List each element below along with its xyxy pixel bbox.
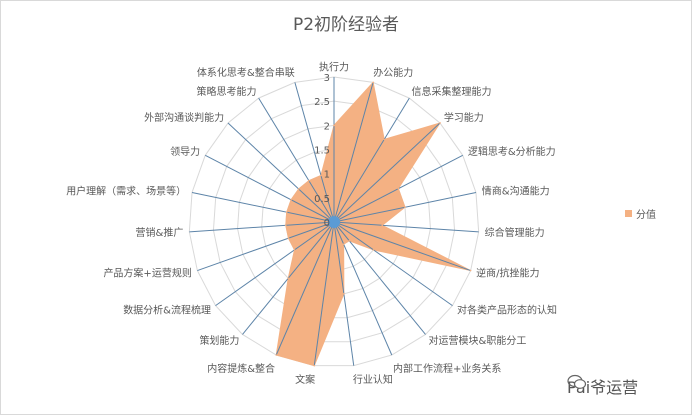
- category-label: 学习能力: [444, 111, 484, 124]
- axis-line: [313, 221, 335, 366]
- grid-ring: [188, 76, 480, 367]
- category-label: 内容提炼&整合: [207, 362, 275, 375]
- data-point: [287, 237, 290, 239]
- legend: 分值: [625, 206, 656, 221]
- axis-line: [258, 97, 335, 223]
- category-label: 办公能力: [373, 66, 413, 79]
- axis-line: [294, 82, 335, 223]
- category-label: 信息采集整理能力: [411, 85, 491, 98]
- legend-label: 分值: [636, 210, 656, 221]
- category-label: 文案: [295, 373, 315, 386]
- category-label: 营销&推广: [136, 226, 184, 239]
- category-label: 逻辑思考&分析能力: [468, 145, 556, 158]
- tick-label: 1.5: [314, 146, 330, 157]
- data-point: [284, 224, 287, 227]
- category-label: 体系化思考&整合串联: [197, 66, 295, 79]
- axis-line: [333, 221, 453, 307]
- axis-line: [197, 221, 335, 272]
- category-label: 情商&沟通能力: [482, 184, 550, 197]
- category-label: 综合管理能力: [485, 226, 545, 239]
- data-point: [290, 198, 292, 201]
- axis-line: [227, 122, 335, 223]
- data-point: [383, 138, 386, 141]
- data-point: [404, 206, 406, 209]
- category-label: 策略思考能力: [197, 85, 257, 98]
- tick-label: 3: [324, 73, 330, 84]
- data-point: [439, 122, 441, 124]
- axis-line: [275, 221, 335, 356]
- axis-line: [205, 154, 335, 223]
- data-point: [372, 81, 374, 84]
- category-label: 领导力: [170, 145, 200, 158]
- data-point: [308, 179, 310, 182]
- axis-line: [215, 221, 335, 307]
- category-label: 数据分析&流程梳理: [123, 304, 211, 317]
- category-label: 外部沟通谈判能力: [144, 111, 224, 124]
- data-point: [285, 211, 288, 213]
- category-label: 用户理解（需求、场景等）: [66, 184, 186, 197]
- tick-label: 0.5: [314, 194, 330, 205]
- legend-swatch: [625, 210, 632, 217]
- data-point: [342, 243, 345, 245]
- category-label: 内部工作流程+业务关系: [393, 362, 501, 375]
- category-label: 逆商/抗挫能力: [476, 267, 539, 280]
- axis-line: [333, 221, 471, 272]
- axis-line: [333, 97, 410, 223]
- axis-line: [333, 122, 441, 223]
- data-point: [343, 293, 345, 295]
- axis-line: [333, 221, 479, 233]
- wechat-icon: [567, 374, 587, 389]
- tick-label: 0: [324, 218, 330, 229]
- axis-line: [333, 82, 374, 223]
- data-point: [381, 224, 384, 227]
- category-label: 产品方案+运营规则: [103, 267, 191, 280]
- series-area: [275, 81, 471, 367]
- category-label: 对运营模块&职能分工: [429, 334, 527, 347]
- data-point: [313, 364, 316, 367]
- category-label: 行业认知: [353, 373, 393, 386]
- data-point: [297, 188, 300, 190]
- tick-label: 2.5: [314, 97, 330, 108]
- data-point: [287, 277, 290, 280]
- data-point: [275, 354, 278, 356]
- data-point: [348, 239, 351, 242]
- category-label: 对各类产品形态的认知: [457, 304, 557, 317]
- data-point: [469, 269, 472, 272]
- watermark: Pai爷运营: [567, 374, 638, 398]
- center-marker: [328, 216, 340, 228]
- data-point: [397, 187, 400, 190]
- data-point: [293, 249, 296, 251]
- tick-label: 1: [324, 170, 330, 181]
- category-label: 执行力: [319, 61, 349, 74]
- data-point: [320, 174, 322, 177]
- axis-line: [191, 192, 335, 223]
- tick-label: 2: [324, 121, 330, 132]
- grid-ring: [212, 100, 456, 343]
- chart-title: P2初阶经验者: [292, 15, 400, 35]
- data-point: [372, 249, 375, 251]
- data-point: [333, 124, 335, 127]
- axis-line: [189, 221, 335, 233]
- category-label: 策划能力: [199, 334, 239, 347]
